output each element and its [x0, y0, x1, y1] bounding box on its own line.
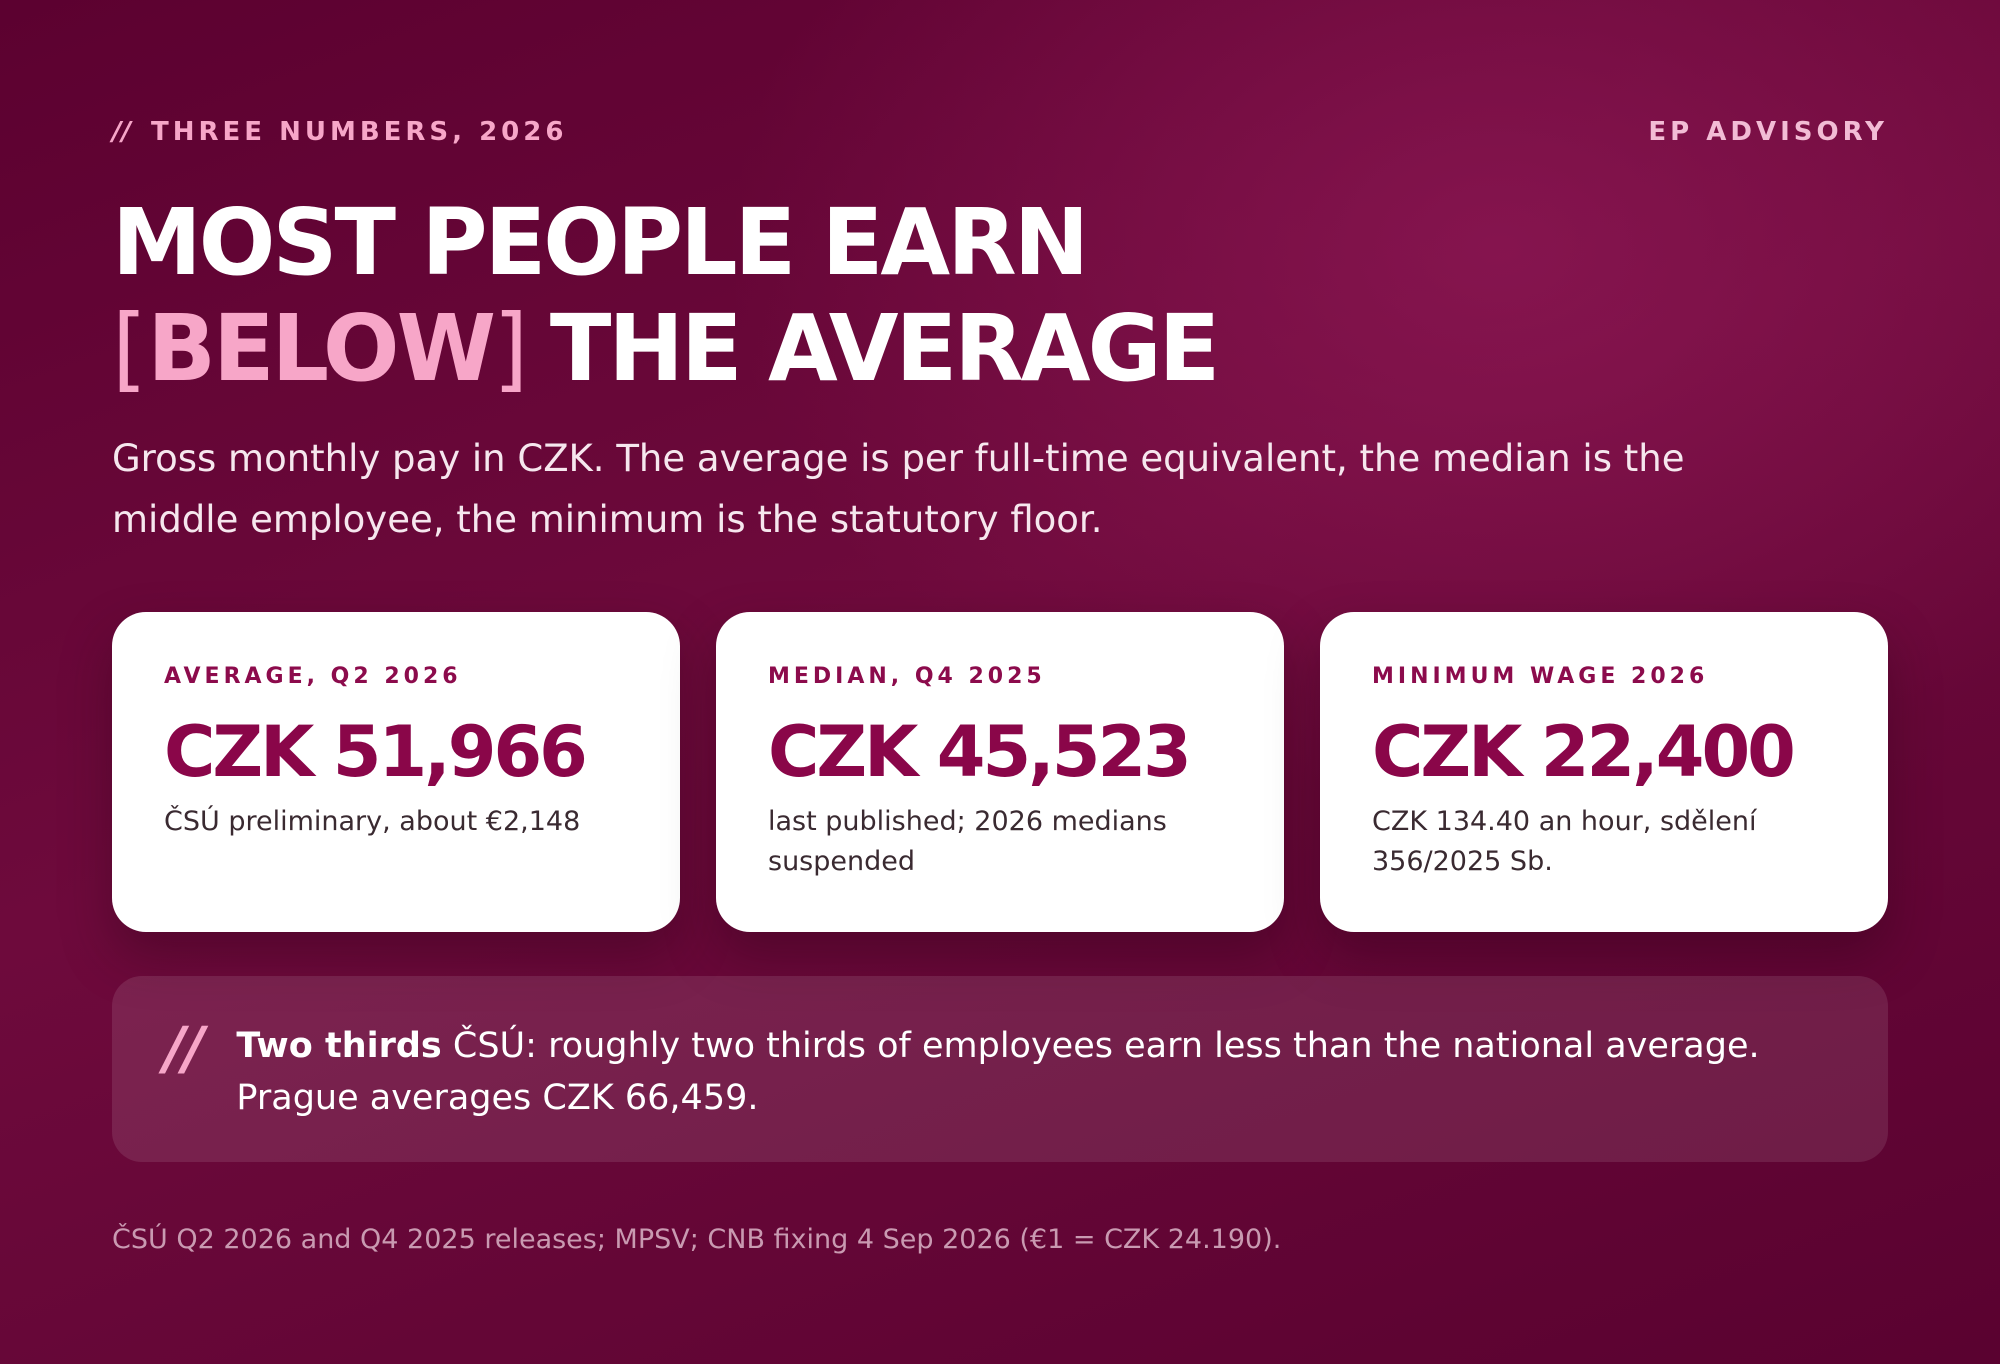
stat-cards: AVERAGE, Q2 2026 CZK 51,966 ČSÚ prelimin… — [112, 612, 1888, 932]
source-footnote: ČSÚ Q2 2026 and Q4 2025 releases; MPSV; … — [112, 1224, 1282, 1255]
card-label: AVERAGE, Q2 2026 — [164, 664, 462, 689]
lede-paragraph: Gross monthly pay in CZK. The average is… — [112, 437, 1685, 541]
brand-name: EP ADVISORY — [1648, 117, 1888, 147]
bracket-close: ] — [493, 295, 529, 402]
headline-highlight: [BELOW] — [112, 295, 528, 402]
headline-line-1: MOST PEOPLE EARN — [112, 189, 1089, 296]
callout-box: // Two thirds ČSÚ: roughly two thirds of… — [112, 976, 1888, 1162]
card-note: ČSÚ preliminary, about €2,148 — [164, 806, 581, 837]
eyebrow-text: THREE NUMBERS, 2026 — [151, 117, 568, 147]
top-bar: // THREE NUMBERS, 2026 EP ADVISORY — [112, 112, 1888, 152]
eyebrow: // THREE NUMBERS, 2026 — [112, 117, 567, 147]
quote-slash-mark: // — [164, 1014, 204, 1082]
eyebrow-slash-mark: // — [112, 117, 131, 147]
card-value: CZK 45,523 — [768, 711, 1192, 793]
headline-line-2-rest: THE AVERAGE — [549, 295, 1220, 402]
headline-line-2: [BELOW] THE AVERAGE — [112, 295, 1220, 402]
headline: MOST PEOPLE EARN [BELOW] THE AVERAGE — [112, 189, 1220, 402]
card-value: CZK 22,400 — [1372, 711, 1796, 793]
callout-body: ČSÚ: roughly two thirds of employees ear… — [236, 1026, 1760, 1118]
stat-card-average: AVERAGE, Q2 2026 CZK 51,966 ČSÚ prelimin… — [112, 612, 680, 932]
card-value: CZK 51,966 — [164, 711, 588, 793]
callout-text: Two thirds ČSÚ: roughly two thirds of em… — [236, 1020, 1828, 1124]
card-label: MINIMUM WAGE 2026 — [1372, 664, 1709, 689]
card-note: last published; 2026 medians suspended — [768, 806, 1167, 877]
callout-lead: Two thirds — [236, 1026, 442, 1066]
stat-card-minimum-wage: MINIMUM WAGE 2026 CZK 22,400 CZK 134.40 … — [1320, 612, 1888, 932]
card-label: MEDIAN, Q4 2025 — [768, 664, 1046, 689]
bracket-open: [ — [112, 295, 148, 402]
stat-card-median: MEDIAN, Q4 2025 CZK 45,523 last publishe… — [716, 612, 1284, 932]
highlight-word: BELOW — [147, 295, 496, 402]
card-note: CZK 134.40 an hour, sdělení 356/2025 Sb. — [1372, 806, 1757, 877]
